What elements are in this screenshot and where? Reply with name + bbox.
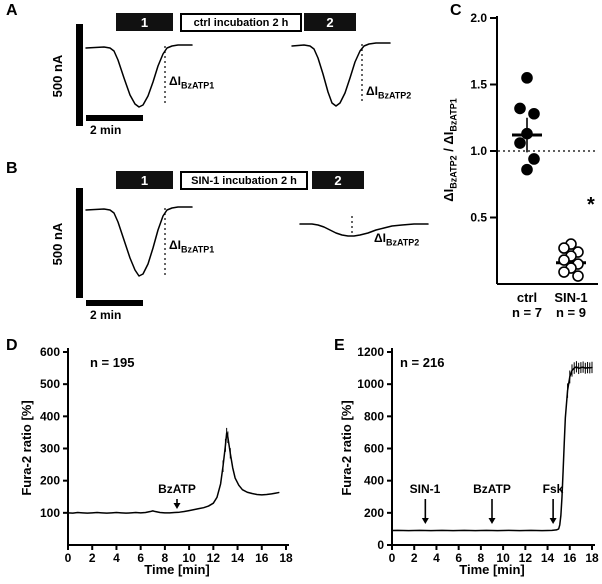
group-n-sin1: n = 9 bbox=[556, 305, 586, 320]
series-line bbox=[391, 366, 593, 532]
x-tick-label: 2 bbox=[89, 551, 96, 565]
panel-a-application-bar-2: 2 bbox=[304, 13, 356, 31]
panel-d-x-axis-label: Time [min] bbox=[144, 562, 210, 577]
panel-b-application-bar-2: 2 bbox=[312, 171, 364, 189]
x-tick-label: 10 bbox=[496, 551, 510, 565]
data-point bbox=[514, 137, 526, 149]
panel-b-current-scalebar bbox=[76, 188, 83, 298]
data-point bbox=[514, 102, 526, 115]
x-tick-label: 14 bbox=[231, 551, 245, 565]
group-label-ctrl: ctrl bbox=[516, 290, 538, 305]
annotation-arrowhead bbox=[549, 518, 557, 524]
panel-a-incubation-label: ctrl incubation 2 h bbox=[180, 13, 302, 32]
y-tick-label: 200 bbox=[40, 474, 60, 488]
x-tick-label: 4 bbox=[433, 551, 440, 565]
y-tick-label: 200 bbox=[364, 506, 384, 520]
significance-asterisk: * bbox=[587, 194, 595, 216]
panel-d-y-axis-label: Fura-2 ratio [%] bbox=[19, 400, 34, 496]
panel-a-time-scale-label: 2 min bbox=[90, 123, 122, 137]
annotation-arrowhead bbox=[488, 518, 496, 524]
current-trace bbox=[291, 42, 391, 107]
x-tick-label: 8 bbox=[478, 551, 485, 565]
y-tick-label: 2.0 bbox=[470, 11, 487, 25]
panel-b-current-scale-label: 500 nA bbox=[50, 222, 65, 266]
panel-e-sin1-annotation: SIN-1 bbox=[409, 482, 441, 496]
data-point bbox=[521, 127, 533, 140]
y-tick-label: 600 bbox=[40, 345, 60, 359]
panel-e-bzatp-annotation: BzATP bbox=[473, 482, 511, 496]
current-trace bbox=[85, 206, 193, 277]
series-line bbox=[67, 432, 280, 514]
panel-e-y-axis-label: Fura-2 ratio [%] bbox=[339, 400, 354, 496]
panel-e-n-label: n = 216 bbox=[400, 355, 445, 370]
y-tick-label: 0.5 bbox=[470, 211, 487, 225]
annotation-arrowhead bbox=[173, 503, 181, 509]
panel-a-amplitude-2-label: ΔIBzATP2 bbox=[366, 84, 412, 101]
x-tick-label: 18 bbox=[585, 551, 599, 565]
data-point bbox=[558, 266, 570, 278]
panel-e-fsk-annotation: Fsk bbox=[542, 482, 564, 496]
x-tick-label: 18 bbox=[279, 551, 293, 565]
panel-e-x-axis-label: Time [min] bbox=[459, 562, 525, 577]
y-tick-label: 1000 bbox=[357, 377, 384, 391]
y-tick-label: 400 bbox=[364, 474, 384, 488]
y-tick-label: 400 bbox=[40, 409, 60, 423]
data-point bbox=[521, 163, 533, 176]
x-tick-label: 16 bbox=[563, 551, 577, 565]
panel-b-letter: B bbox=[6, 160, 18, 177]
panel-a-amplitude-1-label: ΔIBzATP1 bbox=[169, 74, 215, 91]
panel-b-amplitude-1-label: ΔIBzATP1 bbox=[169, 238, 215, 255]
x-tick-label: 2 bbox=[411, 551, 418, 565]
data-point bbox=[558, 242, 570, 254]
x-tick-label: 16 bbox=[255, 551, 269, 565]
group-label-sin1: SIN-1 bbox=[554, 290, 588, 305]
y-tick-label: 1200 bbox=[357, 345, 384, 359]
x-tick-label: 6 bbox=[137, 551, 144, 565]
panel-a-current-scale-label: 500 nA bbox=[50, 54, 65, 98]
x-tick-label: 0 bbox=[65, 551, 72, 565]
annotation-arrowhead bbox=[421, 518, 429, 524]
panel-c-y-axis-label: ΔIBzATP2 / ΔIBzATP1 bbox=[441, 98, 459, 202]
x-tick-label: 6 bbox=[455, 551, 462, 565]
panel-a-time-scalebar bbox=[86, 115, 143, 121]
y-tick-label: 500 bbox=[40, 377, 60, 391]
group-n-ctrl: n = 7 bbox=[512, 305, 542, 320]
x-tick-label: 10 bbox=[182, 551, 196, 565]
x-tick-label: 4 bbox=[113, 551, 120, 565]
data-point bbox=[521, 72, 533, 84]
panel-b-incubation-label: SIN-1 incubation 2 h bbox=[180, 171, 308, 190]
panel-b-application-bar-1: 1 bbox=[116, 171, 173, 189]
panel-d-n-label: n = 195 bbox=[90, 355, 135, 370]
panel-c-letter: C bbox=[450, 2, 462, 19]
current-trace bbox=[85, 44, 193, 108]
panel-a-current-scalebar bbox=[76, 24, 83, 126]
panel-e-letter: E bbox=[334, 337, 345, 354]
panel-b-time-scalebar bbox=[86, 300, 143, 306]
current-trace bbox=[299, 223, 429, 237]
y-tick-label: 100 bbox=[40, 506, 60, 520]
y-tick-label: 1.0 bbox=[470, 144, 487, 158]
data-point bbox=[558, 254, 570, 266]
data-point bbox=[572, 270, 584, 282]
y-tick-label: 1.5 bbox=[470, 78, 487, 92]
x-tick-label: 8 bbox=[162, 551, 169, 565]
data-point bbox=[528, 153, 540, 165]
y-tick-label: 300 bbox=[40, 442, 60, 456]
panel-a-application-bar-1: 1 bbox=[116, 13, 173, 31]
panel-d-letter: D bbox=[6, 337, 18, 354]
x-tick-label: 14 bbox=[541, 551, 555, 565]
y-tick-label: 600 bbox=[364, 442, 384, 456]
x-tick-label: 0 bbox=[389, 551, 396, 565]
y-tick-label: 0 bbox=[377, 538, 384, 552]
data-point bbox=[528, 107, 540, 120]
x-tick-label: 12 bbox=[519, 551, 533, 565]
y-tick-label: 800 bbox=[364, 409, 384, 423]
panel-b-amplitude-2-label: ΔIBzATP2 bbox=[374, 231, 420, 248]
panel-d-bzatp-annotation: BzATP bbox=[158, 482, 196, 496]
x-tick-label: 12 bbox=[207, 551, 221, 565]
panel-a-letter: A bbox=[6, 2, 18, 19]
panel-b-time-scale-label: 2 min bbox=[90, 308, 122, 322]
